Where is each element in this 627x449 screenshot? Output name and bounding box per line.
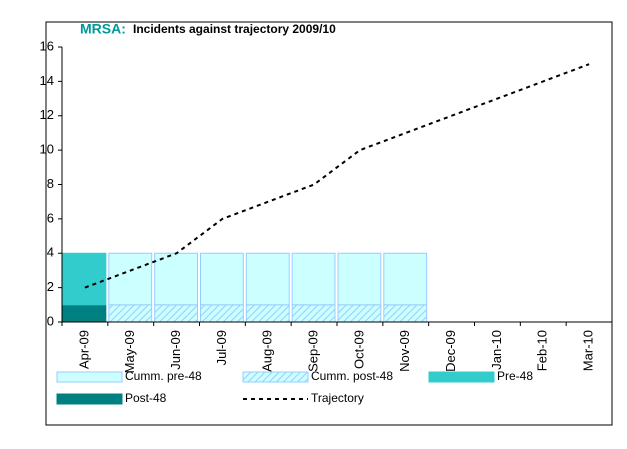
line [84,63,590,289]
bar [383,252,428,306]
bar [108,252,153,306]
x-tick-label: Feb-10 [535,330,550,371]
y-tick-label: 8 [47,176,54,191]
x-tick-label: Nov-09 [397,330,412,372]
bar [108,304,153,323]
y-tick-label: 14 [40,73,54,88]
bar [337,304,382,323]
legend-label: Cumm. pre-48 [125,369,202,383]
chart-frame [45,21,613,426]
x-tick-label: Sep-09 [306,330,321,372]
bar [245,252,290,306]
x-tick-label: Oct-09 [351,330,366,369]
legend-label: Post-48 [125,391,167,405]
legend-label: Pre-48 [497,369,533,383]
chart-title-prefix: MRSA: [80,21,126,37]
legend-swatch [242,371,309,383]
bar [154,252,199,306]
y-tick-label: 4 [47,245,54,260]
legend-swatch [56,371,123,383]
x-tick-label: Jul-09 [214,330,229,365]
bar [291,304,336,323]
x-tick-label: May-09 [122,330,137,373]
bar [154,304,199,323]
legend-swatch [428,371,495,383]
y-tick-label: 0 [47,313,54,328]
x-tick-label: Mar-10 [581,330,596,371]
bar [383,304,428,323]
x-tick-label: Jan-10 [489,330,504,370]
legend-label: Cumm. post-48 [311,369,393,383]
bar [62,252,107,306]
x-tick-label: Apr-09 [76,330,91,369]
y-tick-label: 12 [40,107,54,122]
bar [291,252,336,306]
bar [245,304,290,323]
legend-swatch [56,393,123,405]
bar [62,304,107,323]
bar [200,304,244,323]
y-tick-label: 6 [47,210,54,225]
y-tick-label: 16 [40,38,54,53]
y-tick-label: 2 [47,279,54,294]
legend-label: Trajectory [311,391,364,405]
x-tick-label: Dec-09 [443,330,458,372]
y-tick-label: 10 [40,142,54,157]
bar [200,252,244,306]
x-tick-label: Aug-09 [260,330,275,372]
x-tick-label: Jun-09 [168,330,183,370]
chart-title: Incidents against trajectory 2009/10 [133,22,336,36]
bar [337,252,382,306]
